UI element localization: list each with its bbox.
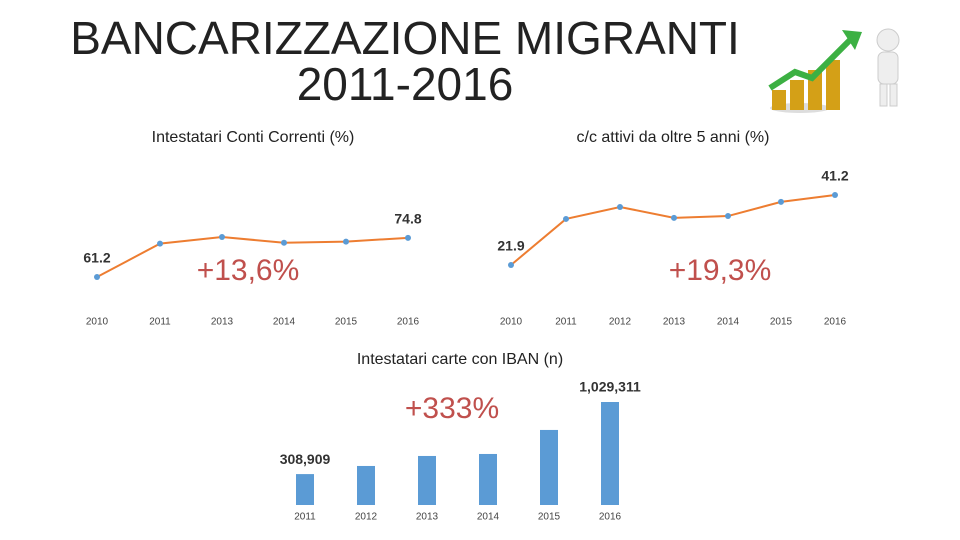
x-tick-label: 2013 — [663, 317, 686, 328]
annotation: +13,6% — [197, 254, 300, 287]
x-tick-label: 2012 — [609, 317, 632, 328]
x-tick-label: 2010 — [86, 317, 109, 328]
chart-title: Intestatari carte con IBAN (n) — [357, 351, 563, 368]
bar — [479, 453, 497, 505]
x-tick-label: 2011 — [555, 317, 577, 328]
marker — [671, 214, 677, 221]
x-tick-label: 2016 — [824, 317, 847, 328]
marker — [617, 203, 623, 210]
chart-title: c/c attivi da oltre 5 anni (%) — [577, 129, 770, 146]
bar — [540, 429, 558, 505]
value-label: 41.2 — [821, 168, 848, 184]
x-tick-label: 2016 — [397, 317, 420, 328]
growth-illustration — [768, 28, 900, 113]
bar — [418, 455, 436, 505]
x-tick-label: 2013 — [416, 512, 439, 523]
x-tick-label: 2015 — [335, 317, 358, 328]
value-label: 1,029,311 — [579, 379, 641, 395]
bar — [601, 402, 619, 505]
value-label: 21.9 — [497, 238, 524, 254]
marker — [832, 192, 838, 198]
x-tick-label: 2015 — [770, 317, 793, 328]
value-label: 74.8 — [394, 211, 421, 227]
x-tick-label: 2014 — [717, 317, 740, 328]
x-tick-label: 2010 — [500, 317, 523, 328]
bar — [357, 465, 375, 505]
value-label: 61.2 — [83, 250, 110, 266]
marker — [563, 215, 569, 222]
x-tick-label: 2013 — [211, 317, 234, 328]
bar — [296, 474, 314, 505]
x-tick-label: 2014 — [273, 317, 296, 328]
slide-title: 2011-2016 — [297, 58, 514, 110]
marker — [508, 262, 514, 268]
marker — [94, 274, 100, 280]
marker — [405, 234, 411, 241]
x-tick-label: 2016 — [599, 512, 622, 523]
chart-title: Intestatari Conti Correnti (%) — [152, 129, 355, 146]
marker — [219, 234, 225, 240]
x-tick-label: 2011 — [149, 317, 171, 328]
x-tick-label: 2012 — [355, 512, 378, 523]
x-tick-label: 2015 — [538, 512, 561, 523]
line — [96, 235, 409, 278]
annotation: +333% — [405, 392, 499, 425]
annotation: +19,3% — [669, 254, 772, 287]
marker — [343, 238, 349, 245]
marker — [281, 239, 287, 246]
slide-title: BANCARIZZAZIONE MIGRANTI — [70, 12, 740, 64]
x-tick-label: 2014 — [477, 512, 500, 523]
value-label: 308,909 — [280, 451, 331, 467]
marker — [725, 213, 731, 220]
x-tick-label: 2011 — [294, 512, 316, 523]
marker — [157, 240, 163, 247]
marker — [778, 198, 784, 205]
